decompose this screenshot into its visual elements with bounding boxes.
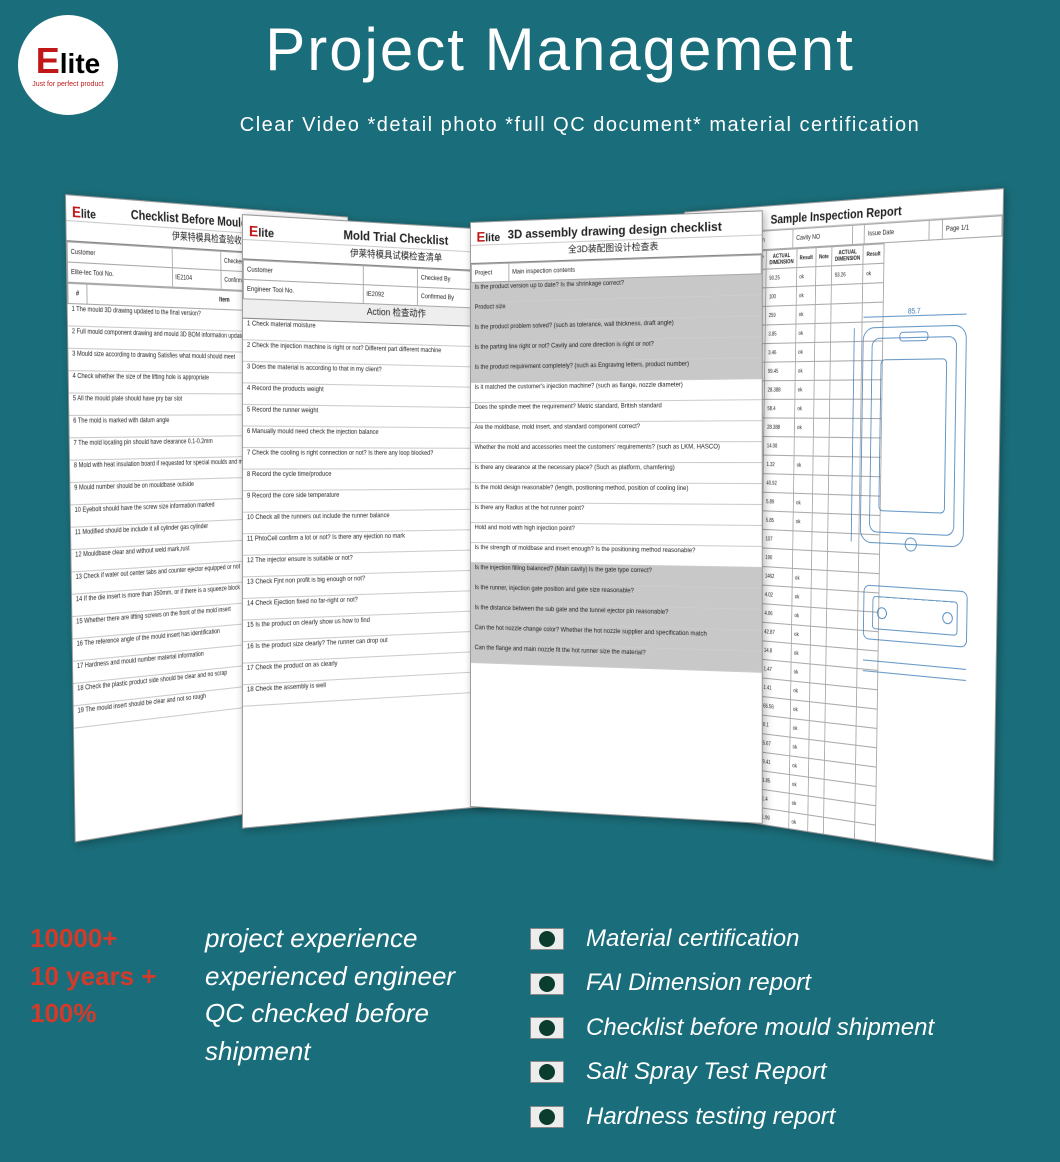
doc4-row: 339.40.10.1 — [676, 849, 874, 861]
header: Elite Just for perfect product Project M… — [0, 0, 1060, 137]
doc3-row: Is there any clearance at the necessary … — [471, 463, 762, 484]
doc4-technical-drawing: 85.7 — [845, 302, 992, 705]
page-title: Project Management — [60, 15, 1060, 84]
doc3-row: Whether the mold and accessories meet th… — [471, 442, 762, 463]
stat-text: QC checked before shipment — [205, 995, 530, 1070]
checklist-block: Material certification FAI Dimension repo… — [530, 920, 1030, 1142]
page-subtitle: Clear Video *detail photo *full QC docum… — [100, 114, 1060, 137]
stat-row: 100%QC checked before shipment — [30, 995, 530, 1070]
check-label: Checklist before mould shipment — [586, 1009, 934, 1047]
doc3-row: Is the mold design reasonable? (length, … — [471, 483, 762, 505]
stat-highlight: 10000+ — [30, 920, 205, 958]
check-icon — [530, 973, 564, 995]
logo-rest: lite — [60, 48, 100, 79]
bottom-section: 10000+project experience10 years +experi… — [0, 920, 1060, 1142]
check-icon — [530, 1061, 564, 1083]
doc3-body: Is the product version up to date? Is th… — [471, 274, 762, 673]
drawing-icon: 85.7 — [845, 302, 992, 705]
check-item: Material certification — [530, 920, 1030, 958]
stat-row: 10000+project experience — [30, 920, 530, 958]
doc-logo: Elite — [249, 222, 274, 241]
stat-highlight: 10 years + — [30, 958, 205, 996]
logo-tagline: Just for perfect product — [32, 81, 104, 88]
logo: Elite Just for perfect product — [18, 15, 118, 115]
document-3d-assembly-checklist: Elite 3D assembly drawing design checkli… — [470, 210, 763, 824]
check-icon — [530, 1106, 564, 1128]
check-label: FAI Dimension report — [586, 964, 811, 1002]
stat-text: project experience — [205, 920, 417, 958]
stat-row: 10 years +experienced engineer — [30, 958, 530, 996]
doc3-row: Are the moldbase, mold insert, and stand… — [471, 421, 762, 443]
documents-area: Elite Checklist Before Mould shipment 伊莱… — [0, 197, 1060, 857]
check-item: FAI Dimension report — [530, 964, 1030, 1002]
logo-text: Elite — [36, 43, 100, 79]
check-item: Salt Spray Test Report — [530, 1053, 1030, 1091]
check-item: Hardness testing report — [530, 1098, 1030, 1136]
stats-block: 10000+project experience10 years +experi… — [30, 920, 530, 1142]
stat-highlight: 100% — [30, 995, 205, 1070]
svg-text:85.7: 85.7 — [908, 307, 921, 316]
check-icon — [530, 928, 564, 950]
doc-logo: Elite — [72, 202, 96, 222]
doc3-row: Is it matched the customer's injection m… — [471, 379, 762, 403]
check-label: Material certification — [586, 920, 799, 958]
doc3-row: Does the spindle meet the requirement? M… — [471, 400, 762, 423]
check-icon — [530, 1017, 564, 1039]
logo-e: E — [36, 40, 60, 81]
check-label: Salt Spray Test Report — [586, 1053, 827, 1091]
doc-logo: Elite — [477, 228, 501, 245]
check-label: Hardness testing report — [586, 1098, 835, 1136]
check-item: Checklist before mould shipment — [530, 1009, 1030, 1047]
stat-text: experienced engineer — [205, 958, 455, 996]
